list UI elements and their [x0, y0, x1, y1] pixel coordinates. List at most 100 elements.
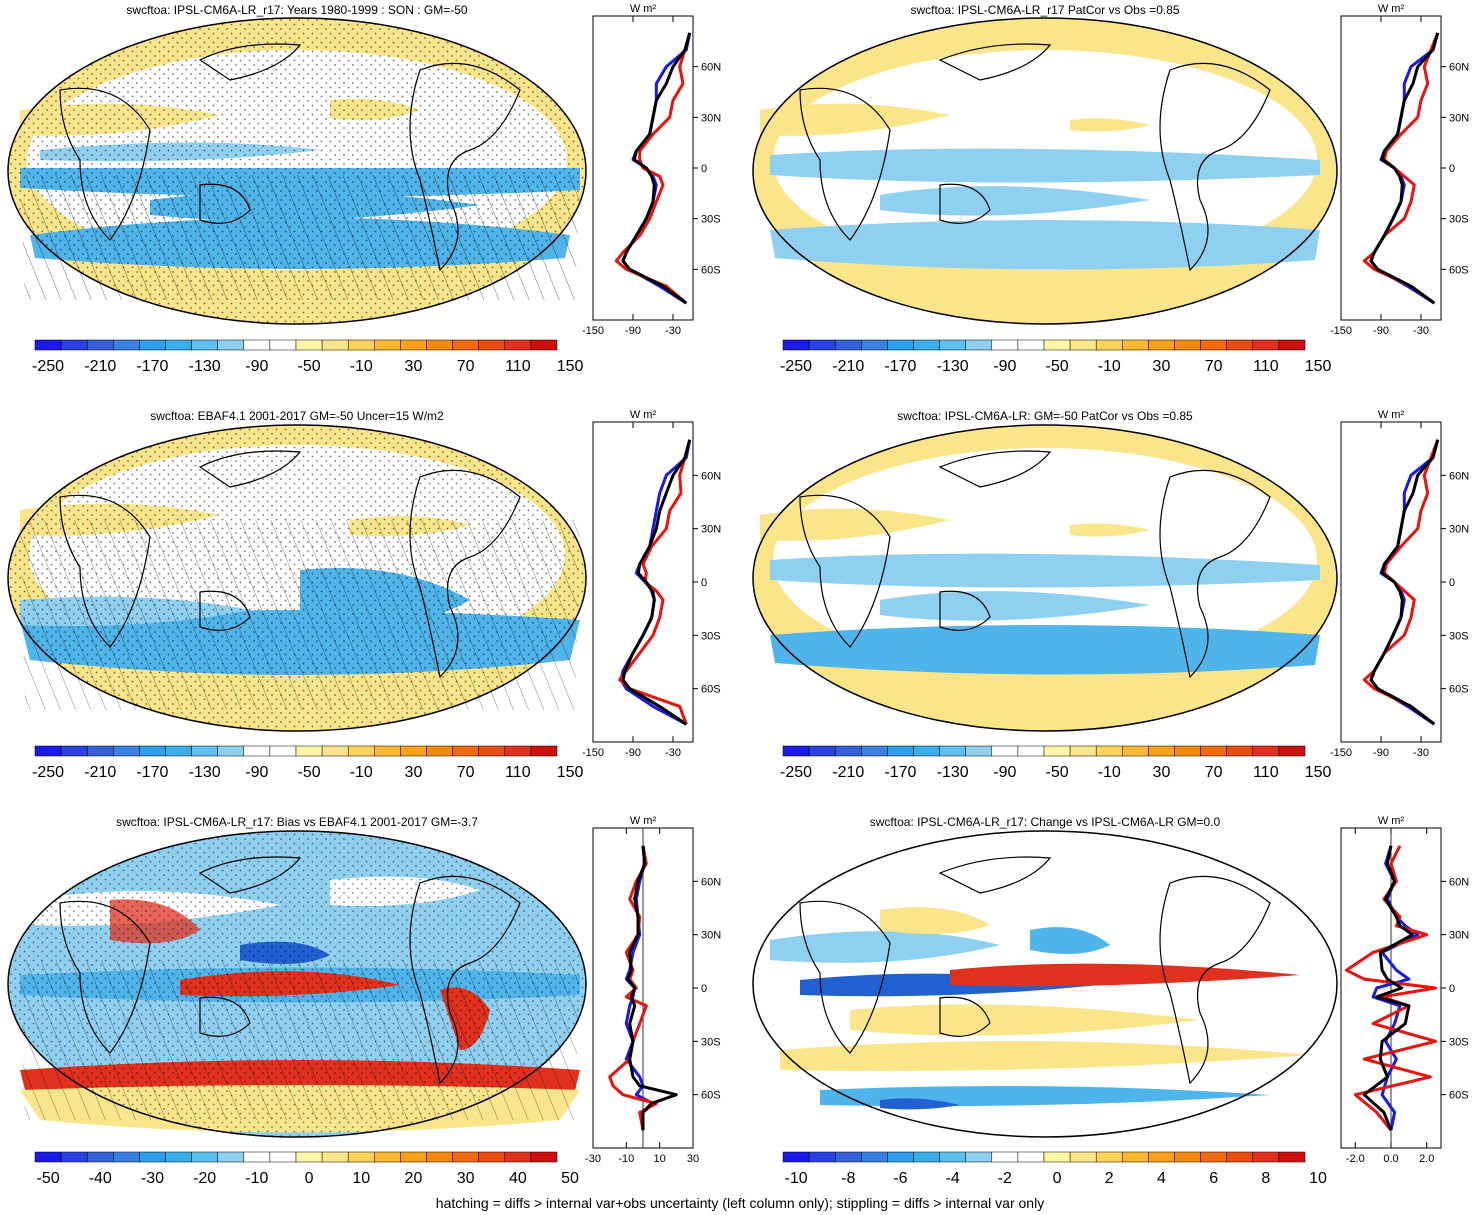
- profile-unit: W m²: [630, 3, 657, 15]
- profile-series-line: [1369, 439, 1440, 726]
- colorbar-label: -40: [89, 1170, 112, 1187]
- panel-3: swcftoa: EBAF4.1 2001-2017 GM=-50 Uncer=…: [7, 409, 721, 781]
- colorbar-label: 30: [1153, 764, 1171, 781]
- colorbar-swatch: [139, 1151, 166, 1163]
- colorbar-label: 110: [505, 764, 531, 781]
- colorbar-label: -10: [784, 1170, 807, 1187]
- colorbar-swatch: [1017, 339, 1045, 351]
- profile-y-label: 30N: [701, 930, 721, 942]
- profile-series-line: [1369, 32, 1440, 305]
- panel-4-profile: -150 -90 -30 W m² 60N 30N 0 30S 60S: [1330, 409, 1469, 759]
- colorbar-label: -250: [780, 358, 812, 375]
- profile-y-label: 60N: [701, 876, 721, 888]
- colorbar-swatch: [243, 339, 271, 351]
- panel-2-title: swcftoa: IPSL-CM6A-LR_r17 PatCor vs Obs …: [910, 3, 1179, 17]
- colorbar-swatch: [165, 745, 192, 757]
- colorbar-swatch: [243, 745, 271, 757]
- colorbar-swatch: [834, 339, 862, 351]
- profile-x-label: -10: [618, 1153, 634, 1165]
- colorbar-label: 70: [1205, 764, 1223, 781]
- colorbar-label: -90: [993, 358, 1016, 375]
- colorbar-swatch: [217, 745, 245, 757]
- profile-series-line: [1362, 32, 1440, 305]
- colorbar-label: -90: [993, 764, 1016, 781]
- profile-x-label: -150: [1330, 325, 1352, 337]
- colorbar-swatch: [165, 339, 192, 351]
- colorbar-swatch: [347, 339, 375, 351]
- colorbar-swatch: [1095, 745, 1123, 757]
- colorbar-label: -210: [84, 764, 116, 781]
- colorbar-label: 110: [1253, 764, 1279, 781]
- colorbar-swatch: [1252, 745, 1280, 757]
- colorbar-swatch: [374, 745, 401, 757]
- colorbar-swatch: [1122, 1151, 1149, 1163]
- panel-2-profile: -150 -90 -30 W m² 60N 30N 0 30S 60S: [1330, 3, 1469, 337]
- colorbar-swatch: [965, 339, 993, 351]
- colorbar-label: -10: [1098, 358, 1121, 375]
- colorbar-swatch: [113, 745, 140, 757]
- colorbar-label: 30: [405, 358, 423, 375]
- colorbar-swatch: [374, 1151, 401, 1163]
- colorbar-swatch: [834, 745, 862, 757]
- profile-series-line: [1362, 845, 1414, 1131]
- profile-x-label: -30: [665, 325, 681, 337]
- colorbar-swatch: [400, 339, 427, 351]
- profile-y-label: 0: [701, 577, 707, 589]
- panel-3-colorbar: -250 -210 -170 -130 -90 -50 -10 30 70 110 150: [32, 745, 584, 781]
- profile-y-label: 30N: [1449, 112, 1469, 124]
- profile-y-label: 60S: [701, 684, 721, 696]
- colorbar-label: -210: [84, 358, 116, 375]
- panel-2: swcftoa: IPSL-CM6A-LR_r17 PatCor vs Obs …: [752, 3, 1469, 375]
- colorbar-swatch: [861, 339, 888, 351]
- colorbar-swatch: [991, 1151, 1019, 1163]
- panel-6-title: swcftoa: IPSL-CM6A-LR_r17: Change vs IPS…: [870, 815, 1221, 829]
- colorbar-swatch: [1017, 745, 1045, 757]
- colorbar-swatch: [269, 1151, 297, 1163]
- colorbar-label: -50: [1045, 764, 1068, 781]
- panel-3-title: swcftoa: EBAF4.1 2001-2017 GM=-50 Uncer=…: [150, 409, 444, 423]
- colorbar-label: -170: [884, 358, 916, 375]
- profile-x-label: -150: [582, 747, 604, 759]
- colorbar-swatch: [269, 745, 297, 757]
- panel-5: swcftoa: IPSL-CM6A-LR_r17: Bias vs EBAF4…: [7, 815, 721, 1187]
- colorbar-swatch: [400, 1151, 427, 1163]
- footer-note: hatching = diffs > internal var+obs unce…: [436, 1195, 1044, 1211]
- profile-series-line: [1369, 32, 1440, 305]
- colorbar-swatch: [1174, 745, 1201, 757]
- profile-series-line: [621, 32, 692, 305]
- profile-x-label: -30: [585, 1153, 601, 1165]
- colorbar-swatch: [321, 1151, 349, 1163]
- colorbar-swatch: [1226, 1151, 1254, 1163]
- profile-y-label: 30S: [1449, 214, 1469, 226]
- colorbar-label: 8: [1261, 1170, 1270, 1187]
- colorbar-swatch: [782, 1151, 810, 1163]
- colorbar-label: -8: [841, 1170, 855, 1187]
- profile-y-label: 60N: [1449, 470, 1469, 482]
- colorbar-label: 10: [1309, 1170, 1327, 1187]
- colorbar-swatch: [1174, 1151, 1201, 1163]
- colorbar-swatch: [1043, 339, 1071, 351]
- colorbar-label: 50: [561, 1170, 579, 1187]
- colorbar-swatch: [321, 339, 349, 351]
- colorbar-swatch: [478, 1151, 506, 1163]
- colorbar-swatch: [1200, 745, 1227, 757]
- panel-4-colorbar: -250 -210 -170 -130 -90 -50 -10 30 70 110 150: [780, 745, 1331, 781]
- colorbar-label: -4: [946, 1170, 960, 1187]
- colorbar-label: -50: [297, 764, 320, 781]
- colorbar-swatch: [861, 745, 888, 757]
- profile-y-label: 30S: [701, 1036, 721, 1048]
- colorbar-swatch: [34, 339, 62, 351]
- colorbar-label: -90: [245, 358, 268, 375]
- colorbar-swatch: [939, 745, 966, 757]
- colorbar-label: -170: [136, 358, 168, 375]
- colorbar-label: 70: [457, 764, 475, 781]
- panel-5-colorbar: -50 -40 -30 -20 -10 0 10 20 30 40 50: [34, 1151, 579, 1187]
- colorbar-swatch: [452, 339, 479, 351]
- colorbar-label: 150: [557, 764, 584, 781]
- colorbar-swatch: [1252, 339, 1280, 351]
- colorbar-swatch: [295, 1151, 323, 1163]
- colorbar-swatch: [887, 1151, 914, 1163]
- colorbar-label: -170: [136, 764, 168, 781]
- profile-y-label: 30N: [701, 524, 721, 536]
